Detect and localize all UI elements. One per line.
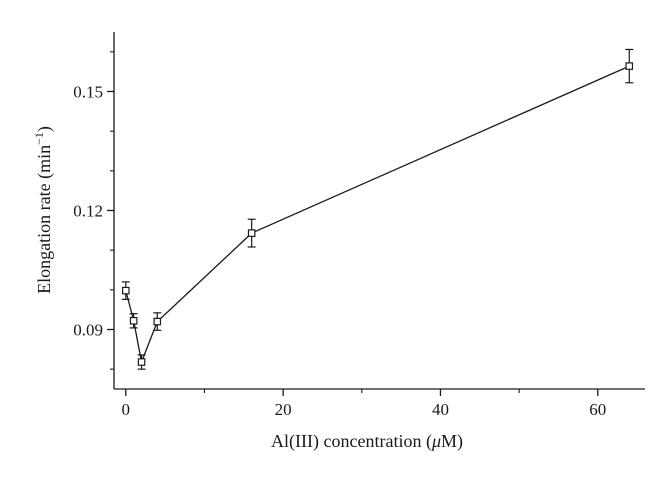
data-point: [153, 312, 162, 331]
point-marker: [121, 286, 130, 295]
x-tick-label: 40: [432, 400, 449, 419]
x-tick-label: 20: [275, 400, 292, 419]
series-line: [125, 65, 630, 365]
x-axis-title: Al(III) concentration (μM): [271, 431, 463, 452]
data-point: [137, 354, 146, 370]
x-tick-label: 60: [589, 400, 606, 419]
y-axis-title: Elongation rate (min−1): [32, 126, 55, 294]
y-tick-label: 0.12: [73, 202, 103, 221]
data-point: [247, 218, 256, 248]
x-tick-label: 0: [122, 400, 131, 419]
data-point: [625, 48, 634, 84]
y-tick-label: 0.09: [73, 321, 103, 340]
axes: 0 20 40 60 0.09 0.12 0.15: [73, 32, 645, 419]
data-point: [129, 313, 138, 329]
series-layer: [121, 48, 634, 370]
y-tick-label: 0.15: [73, 83, 103, 102]
point-marker: [129, 316, 138, 325]
point-marker: [137, 358, 146, 366]
data-point: [121, 281, 130, 300]
point-marker: [625, 62, 634, 70]
point-marker: [153, 317, 162, 326]
point-marker: [247, 229, 256, 237]
